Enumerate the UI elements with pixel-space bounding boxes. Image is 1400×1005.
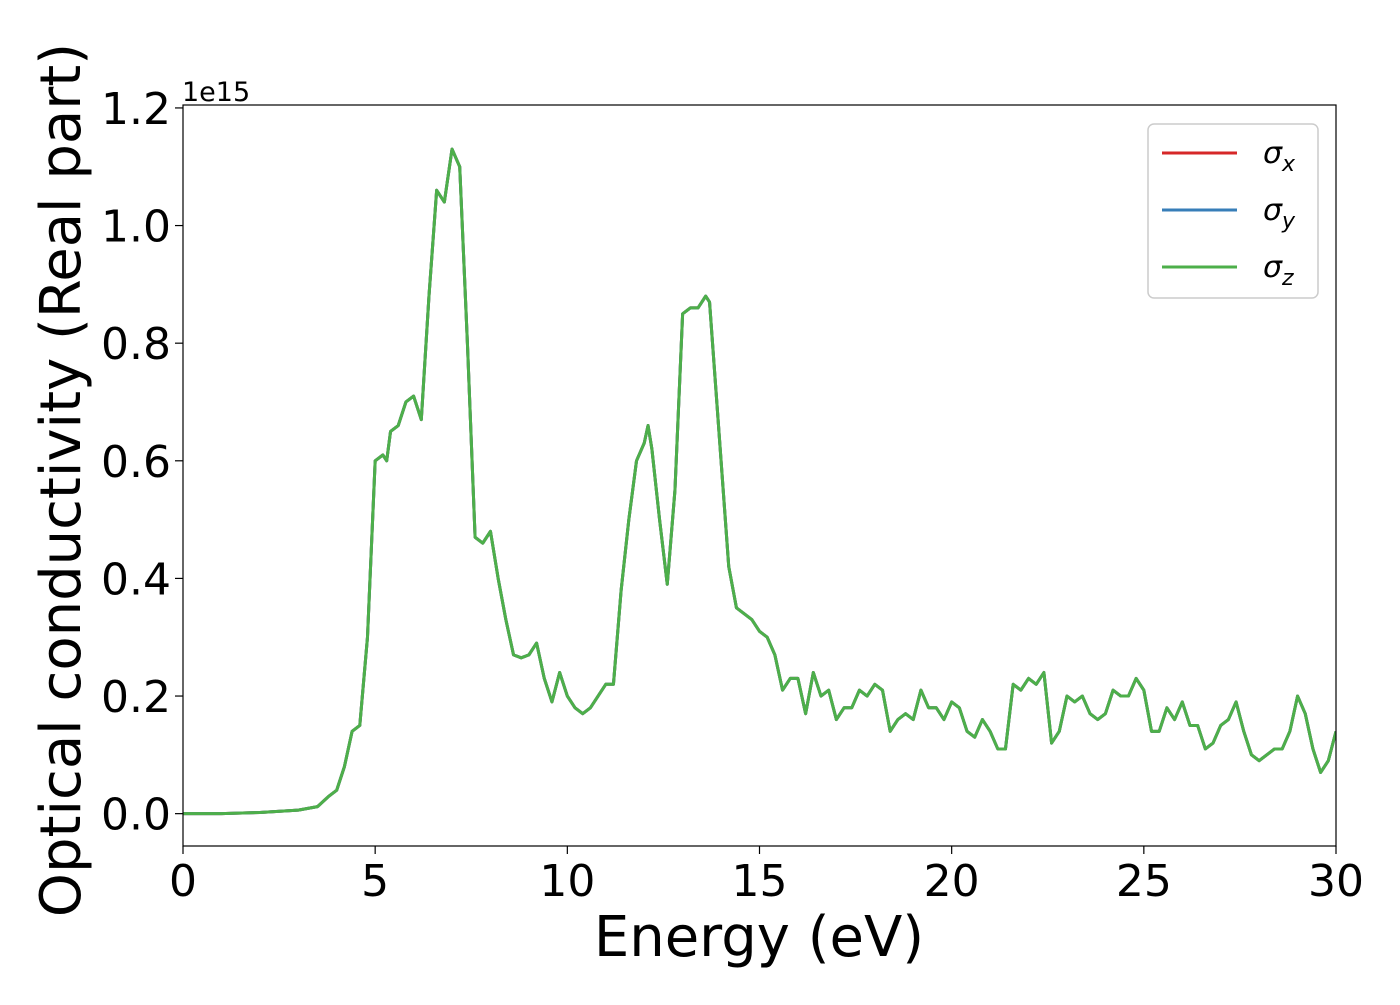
legend-label-sigma-x: σx (1263, 136, 1296, 177)
plot-layer (183, 147, 1336, 816)
x-tick-label: 20 (924, 856, 980, 907)
legend-symbol: σ (1263, 136, 1283, 171)
legend-symbol: σ (1263, 193, 1283, 228)
y-axis-label: Optical conductivity (Real part) (29, 43, 94, 917)
x-tick-label: 25 (1116, 856, 1172, 907)
series-line-sigma-z (183, 147, 1336, 816)
x-tick-label: 5 (361, 856, 389, 907)
legend-subscript: z (1281, 266, 1294, 291)
y-tick-label: 1.2 (101, 84, 171, 135)
y-tick-label: 0.8 (101, 319, 171, 370)
x-axis-label: Energy (eV) (594, 905, 924, 970)
legend-subscript: y (1281, 209, 1296, 234)
y-tick-label: 0.4 (101, 554, 171, 605)
y-tick-label: 1.0 (101, 202, 171, 253)
y-tick-label: 0.6 (101, 437, 171, 488)
legend-symbol: σ (1263, 250, 1283, 285)
y-tick-label: 0.2 (101, 672, 171, 723)
axes-layer: 0 5 10 15 20 25 30 0.0 0.2 0.4 0.6 0.8 1.0 1.2 (101, 84, 1364, 907)
legend-label-sigma-z: σz (1263, 250, 1294, 291)
x-tick-label: 15 (732, 856, 788, 907)
y-axis-offset-label: 1e15 (182, 77, 250, 108)
legend-subscript: x (1281, 152, 1296, 177)
x-tick-label: 10 (539, 856, 595, 907)
x-tick-label: 0 (169, 856, 197, 907)
x-tick-label: 30 (1308, 856, 1364, 907)
y-tick-label: 0.0 (101, 790, 171, 841)
legend-label-sigma-y: σy (1263, 193, 1296, 234)
